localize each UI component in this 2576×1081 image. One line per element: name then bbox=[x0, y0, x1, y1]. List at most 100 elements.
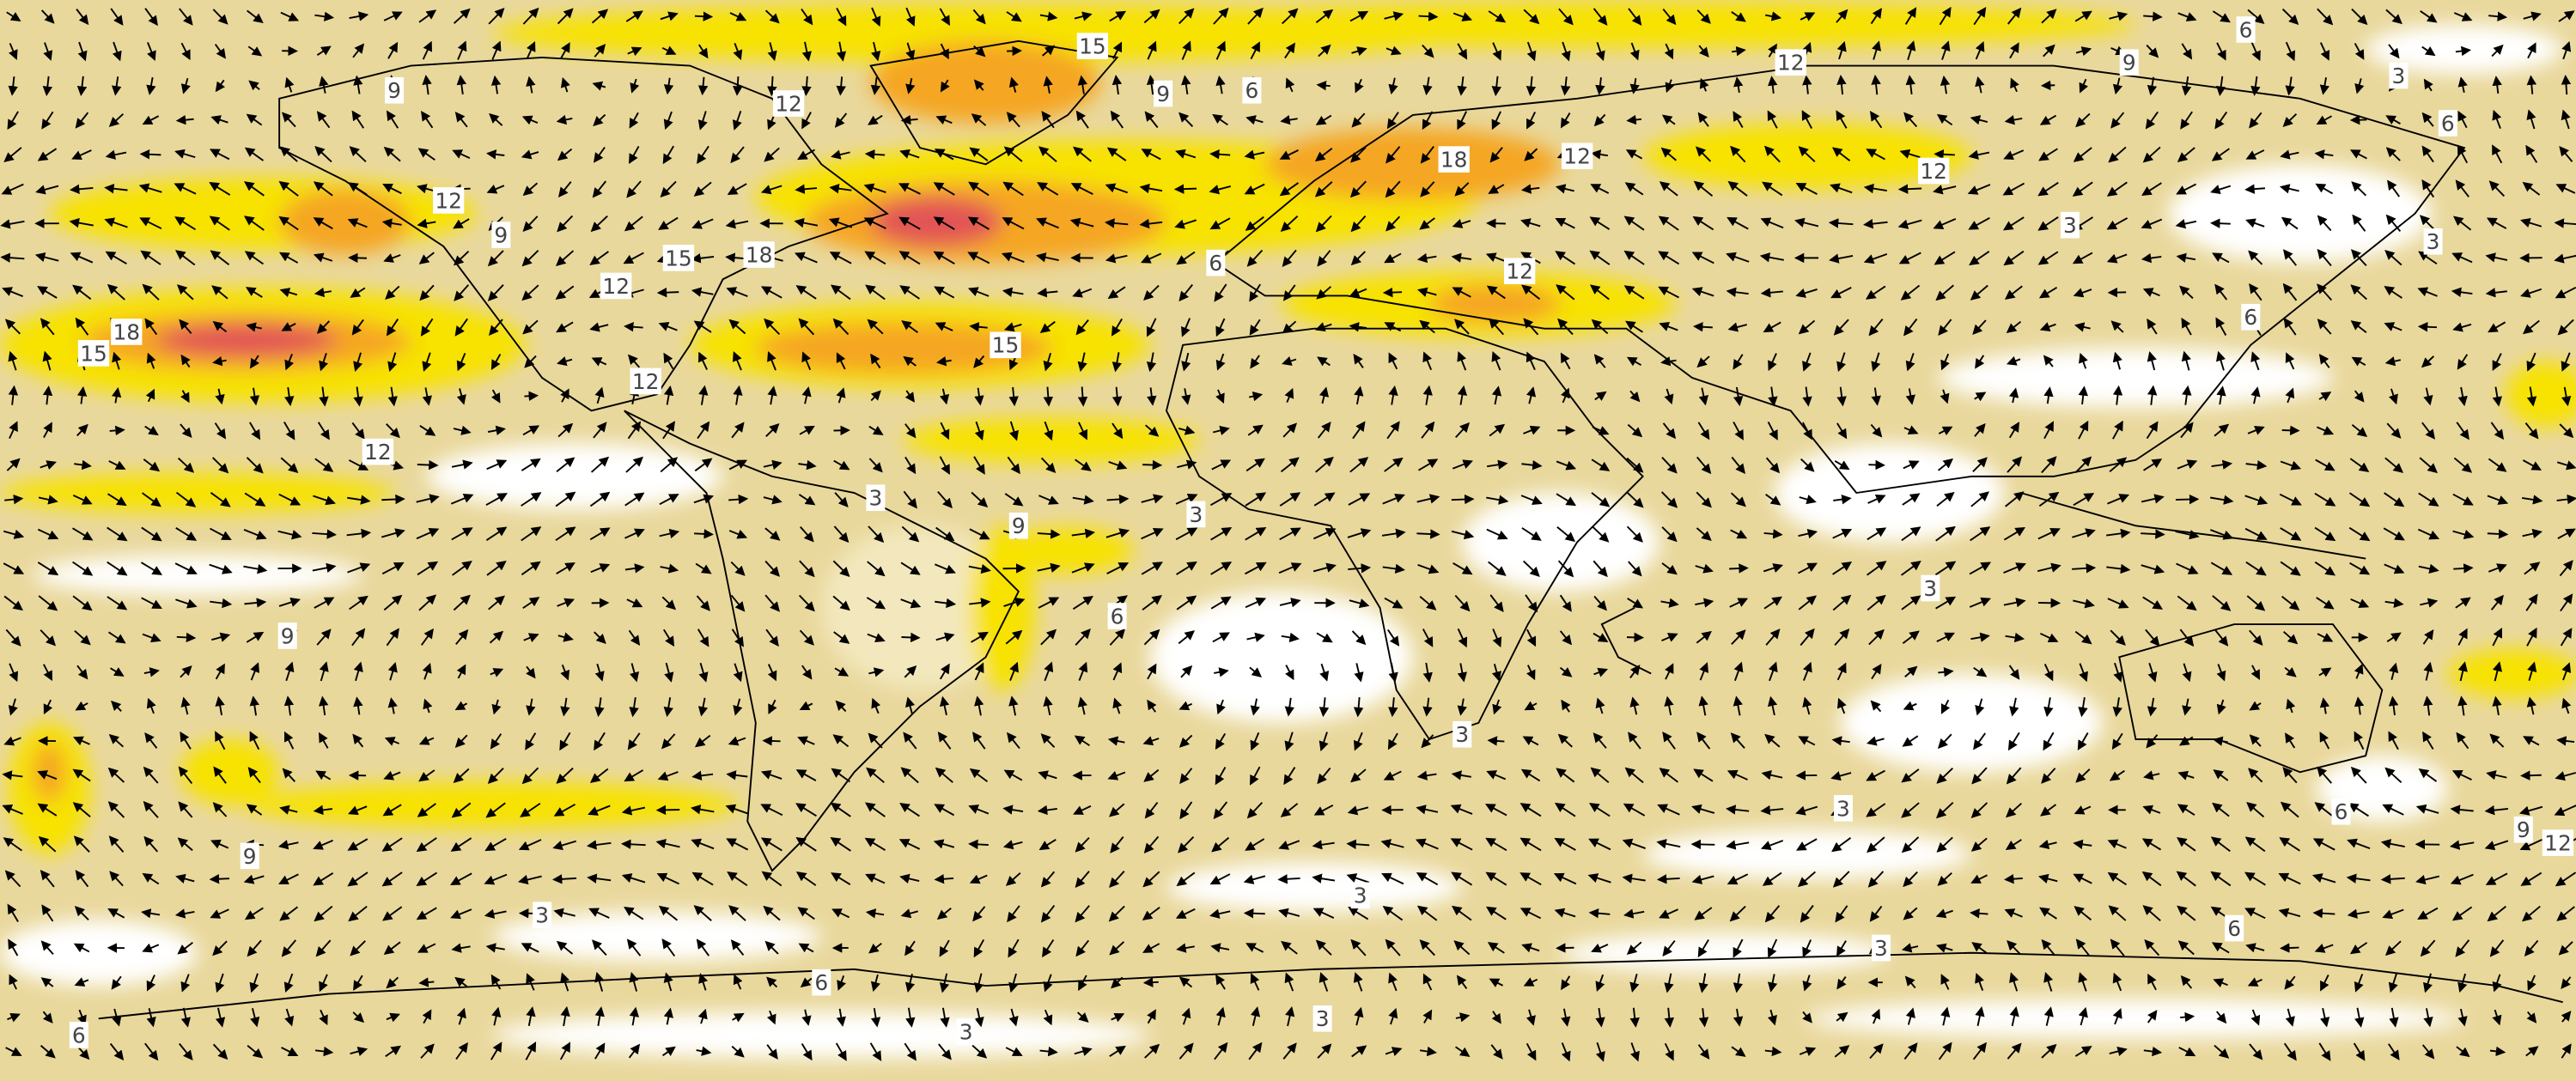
wind-arrow bbox=[1105, 253, 1128, 264]
wind-arrow bbox=[2488, 180, 2506, 197]
wind-arrow bbox=[1003, 146, 1023, 162]
wind-arrow bbox=[179, 8, 193, 26]
contour-label: 6 bbox=[2244, 305, 2257, 330]
wind-arrow bbox=[905, 77, 916, 94]
wind-arrow bbox=[627, 46, 642, 57]
wind-arrow bbox=[2039, 114, 2057, 125]
wind-arrow bbox=[2109, 11, 2128, 21]
wind-arrow bbox=[381, 218, 402, 228]
wind-arrow bbox=[725, 219, 749, 229]
wind-arrow bbox=[1173, 184, 1197, 194]
wind-arrow bbox=[210, 115, 228, 125]
wind-arrow bbox=[104, 183, 128, 194]
wind-arrow bbox=[2141, 182, 2162, 197]
wind-arrow bbox=[2, 287, 24, 297]
wind-arrow bbox=[1176, 251, 1196, 265]
wind-arrow bbox=[1558, 8, 1574, 26]
wind-arrow bbox=[2250, 76, 2261, 96]
wind-arrow bbox=[1146, 74, 1157, 95]
wind-arrow bbox=[40, 9, 55, 24]
wind-arrow bbox=[142, 115, 160, 125]
contour-label: 6 bbox=[814, 970, 828, 995]
wind-arrow bbox=[2073, 147, 2092, 162]
wind-arrow bbox=[1110, 110, 1124, 129]
wind-arrow bbox=[281, 112, 296, 128]
wind-arrow bbox=[1692, 216, 1714, 231]
wind-arrow bbox=[487, 250, 504, 267]
wind-arrow bbox=[146, 76, 156, 95]
wind-arrow bbox=[967, 252, 990, 264]
wind-arrow bbox=[421, 110, 434, 129]
wind-arrow bbox=[1006, 11, 1022, 22]
wind-arrow bbox=[2281, 216, 2299, 230]
wind-arrow bbox=[1863, 218, 1888, 229]
wind-arrow bbox=[2314, 149, 2334, 160]
wind-arrow bbox=[594, 146, 606, 163]
wind-arrow bbox=[174, 216, 197, 231]
wind-arrow bbox=[1693, 180, 1714, 197]
wind-arrow bbox=[1006, 112, 1020, 128]
wind-arrow bbox=[1454, 182, 1470, 197]
wind-arrow bbox=[1731, 11, 1746, 22]
wind-arrow bbox=[2561, 109, 2571, 130]
wind-arrow bbox=[105, 251, 127, 264]
wind-arrow bbox=[2181, 76, 2192, 96]
wind-arrow bbox=[2421, 112, 2434, 127]
wind-arrow bbox=[70, 252, 94, 264]
wind-arrow bbox=[1975, 40, 1985, 60]
wind-arrow bbox=[2074, 10, 2092, 22]
wind-arrow bbox=[2525, 144, 2538, 163]
wind-arrow bbox=[138, 183, 162, 193]
wind-arrow bbox=[1595, 41, 1605, 62]
wind-arrow bbox=[176, 632, 197, 643]
wind-arrow bbox=[382, 183, 402, 195]
wind-arrow bbox=[1936, 113, 1953, 126]
wind-arrow bbox=[1727, 180, 1748, 197]
wind-arrow bbox=[1318, 44, 1331, 58]
wind-arrow bbox=[383, 253, 401, 263]
contour-label: 6 bbox=[2441, 111, 2455, 136]
wind-arrow bbox=[1073, 146, 1092, 162]
wind-arrow bbox=[2142, 146, 2161, 163]
wind-arrow bbox=[244, 181, 265, 197]
wind-arrow bbox=[1485, 252, 1507, 263]
wind-arrow bbox=[2453, 12, 2473, 21]
wind-arrow bbox=[2282, 249, 2297, 266]
wind-arrow bbox=[1037, 182, 1059, 196]
wind-arrow bbox=[1181, 75, 1191, 95]
wind-arrow bbox=[1069, 217, 1094, 228]
wind-arrow bbox=[1763, 145, 1781, 163]
wind-arrow bbox=[2075, 112, 2091, 128]
wind-arrow bbox=[2285, 76, 2295, 96]
wind-arrow bbox=[1934, 251, 1956, 265]
wind-arrow bbox=[108, 112, 125, 127]
wind-arrow bbox=[660, 180, 677, 198]
wind-arrow bbox=[2317, 248, 2332, 267]
wind-arrow bbox=[2216, 76, 2226, 97]
wind-arrow bbox=[2106, 217, 2128, 230]
wind-arrow bbox=[1555, 184, 1574, 194]
wind-arrow bbox=[2385, 214, 2402, 232]
wind-arrow bbox=[2317, 8, 2334, 26]
wind-arrow bbox=[244, 147, 265, 161]
wind-arrow bbox=[422, 40, 433, 60]
wind-arrow bbox=[1351, 46, 1367, 57]
wind-arrow bbox=[417, 218, 436, 228]
wind-arrow bbox=[75, 112, 89, 129]
wind-arrow bbox=[1623, 250, 1645, 265]
wind-arrow bbox=[1420, 181, 1435, 197]
wind-arrow bbox=[1828, 218, 1854, 228]
wind-arrow bbox=[557, 148, 573, 161]
contour-label: 18 bbox=[1440, 148, 1468, 173]
contour-label: 15 bbox=[992, 333, 1020, 358]
wind-arrow bbox=[1800, 12, 1816, 21]
wind-arrow bbox=[2281, 425, 2300, 436]
wind-arrow bbox=[1933, 185, 1957, 195]
wind-arrow bbox=[898, 251, 921, 265]
wind-arrow bbox=[795, 184, 818, 194]
wind-arrow bbox=[1106, 147, 1127, 161]
wind-arrow bbox=[2040, 80, 2055, 91]
wind-arrow bbox=[2349, 149, 2367, 160]
wind-arrow bbox=[1801, 110, 1813, 130]
wind-arrow bbox=[834, 112, 848, 128]
